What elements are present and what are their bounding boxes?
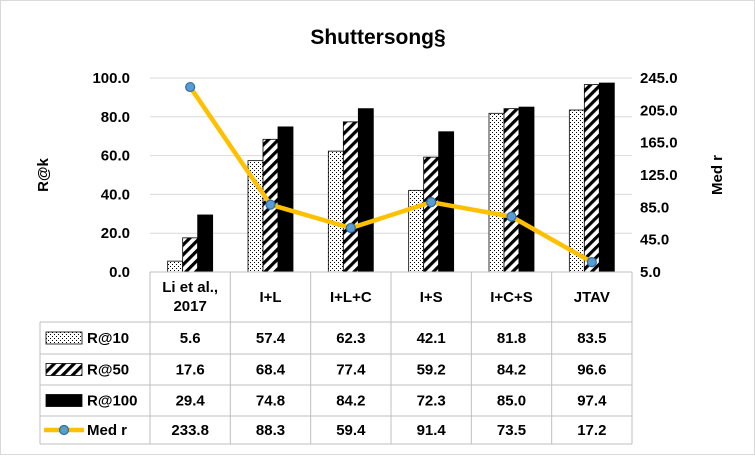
bar-r-100 [518, 106, 535, 273]
table-cell-value: 17.6 [176, 362, 205, 379]
bar-r-10 [167, 260, 184, 273]
axes-layer: 0.0 20.0 40.0 60.0 80.0 100.0 5.0 45.0 85.0 125.0… [92, 70, 677, 281]
category-label: I+S [420, 289, 443, 306]
table-cell-value: 42.1 [417, 330, 446, 347]
y2-axis-label: Med r [709, 155, 726, 195]
data-table: Li et al., 2017 I+L I+L+C I+S I+C+S JTAV R@10 5.… [39, 271, 633, 445]
bar-r-10 [568, 109, 585, 273]
table-cell-value: 77.4 [336, 362, 366, 379]
bar-r-50 [423, 156, 440, 273]
table-cell-value: 233.8 [171, 422, 209, 439]
y2-tick-label: 125.0 [640, 167, 678, 184]
bar-r-50 [342, 121, 359, 273]
table-cell-value: 57.4 [256, 330, 286, 347]
category-label: I+C+S [490, 289, 533, 306]
y2-tick-label: 245.0 [640, 70, 678, 87]
y-tick-label: 40.0 [101, 186, 130, 203]
y-axis-label: R@k [35, 157, 52, 191]
y2-tick-label: 5.0 [640, 264, 661, 281]
legend-key-r-100 [45, 394, 83, 407]
table-cell-value: 85.0 [497, 393, 526, 410]
legend-key-r-10 [45, 331, 83, 345]
bar-r-10 [327, 150, 344, 273]
table-cell-value: 29.4 [176, 393, 206, 410]
bar-r-50 [503, 108, 520, 273]
med-r-marker [586, 257, 597, 268]
bar-r-50 [583, 84, 600, 273]
series-name: Med r [87, 422, 127, 439]
med-r-line [188, 85, 593, 265]
table-cell-value: 81.8 [497, 330, 526, 347]
y-tick-label: 80.0 [101, 109, 130, 126]
med-r-marker [265, 199, 276, 210]
med-r-marker [506, 211, 517, 222]
bar-r-100 [277, 126, 294, 273]
table-cell-value: 5.6 [180, 330, 201, 347]
table-cell-value: 96.6 [577, 362, 606, 379]
y2-tick-label: 85.0 [640, 199, 669, 216]
table-cell-value: 72.3 [417, 393, 446, 410]
y2-tick-label: 45.0 [640, 232, 669, 249]
table-cell-value: 74.8 [256, 393, 285, 410]
table-cell-value: 68.4 [256, 362, 286, 379]
table-cell-value: 84.2 [336, 393, 365, 410]
med-r-line-layer [185, 81, 597, 268]
table-cell-value: 91.4 [417, 422, 447, 439]
category-label: I+L [259, 289, 281, 306]
bar-r-50 [182, 237, 199, 273]
y2-tick-label: 165.0 [640, 135, 678, 152]
series-name: R@10 [87, 330, 129, 347]
table-cell-value: 88.3 [256, 422, 285, 439]
chart-title: Shuttersong§ [310, 26, 445, 49]
bar-r-100 [197, 214, 214, 273]
bar-r-10 [488, 112, 505, 273]
legend-marker-med-r [58, 424, 70, 436]
category-label: Li et al., [162, 279, 218, 296]
y-tick-label: 20.0 [101, 225, 130, 242]
table-cell-value: 84.2 [497, 362, 526, 379]
med-r-marker [345, 222, 356, 234]
category-label: JTAV [574, 289, 610, 306]
med-r-marker [426, 197, 437, 208]
table-cell-value: 83.5 [577, 330, 606, 347]
bar-r-10 [408, 189, 425, 273]
table-cell-value: 97.4 [577, 393, 607, 410]
y-tick-label: 60.0 [101, 148, 130, 165]
bar-r-100 [357, 108, 374, 273]
legend-key-r-50 [45, 363, 83, 376]
category-label: 2017 [173, 298, 206, 315]
series-name: R@50 [87, 362, 129, 379]
y-tick-label: 100.0 [92, 70, 130, 87]
y2-tick-label: 205.0 [640, 102, 678, 119]
table-cell-value: 62.3 [336, 330, 365, 347]
table-cell-value: 59.4 [336, 422, 366, 439]
category-label: I+L+C [330, 289, 372, 306]
series-name: R@100 [87, 393, 138, 410]
table-cell-value: 17.2 [577, 422, 606, 439]
table-cell-value: 59.2 [417, 362, 446, 379]
table-cell-value: 73.5 [497, 422, 526, 439]
med-r-marker [185, 81, 196, 93]
bar-r-100 [598, 82, 615, 273]
y-tick-label: 0.0 [109, 264, 130, 281]
